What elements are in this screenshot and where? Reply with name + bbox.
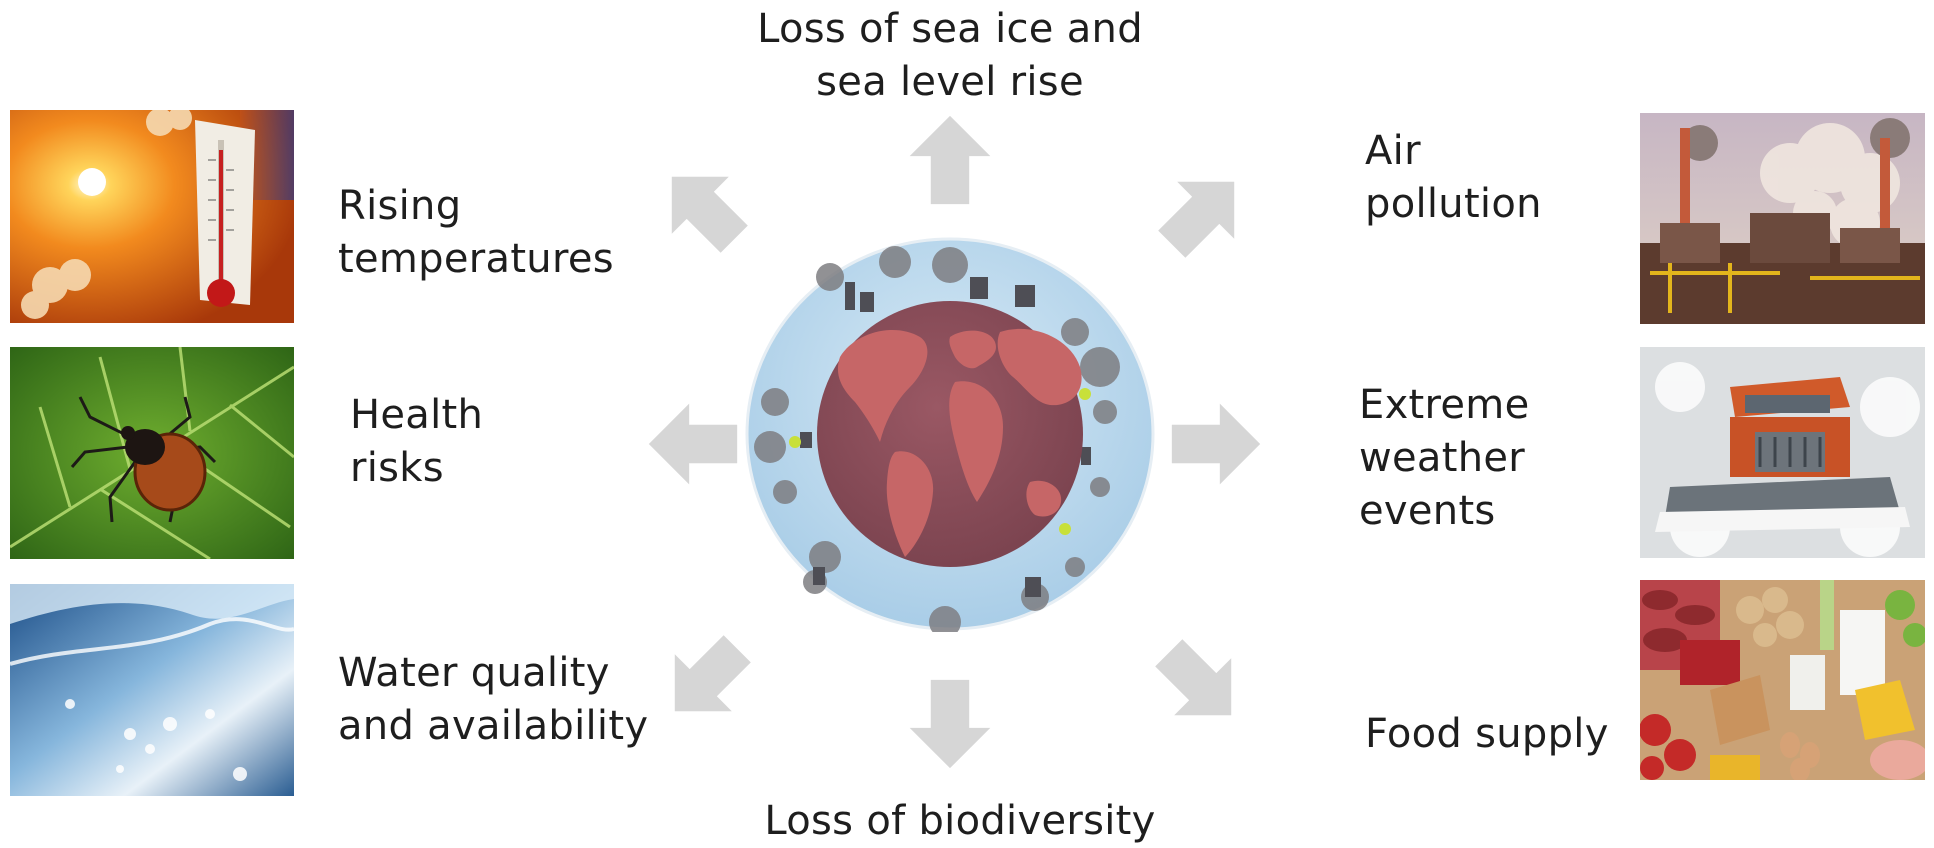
food-assortment-photo [1640, 580, 1925, 780]
tick-on-leaf-photo [10, 347, 294, 559]
label-biodiversity: Loss of biodiversity [764, 798, 1156, 844]
arrow-down [902, 676, 998, 772]
water-splash-photo [10, 584, 294, 796]
label-sea-ice: Loss of sea ice and sea level rise [757, 6, 1143, 105]
label-food-supply: Food supply [1365, 711, 1609, 757]
arrow-up-right [1135, 145, 1271, 281]
arrow-left [645, 396, 741, 492]
arrow-up [902, 112, 998, 208]
arrow-up-left [635, 140, 771, 276]
arrow-down-left [638, 612, 774, 748]
globe-illustration [745, 237, 1155, 638]
label-health-risks: Health risks [350, 392, 484, 491]
arrow-right [1168, 396, 1264, 492]
label-extreme-weather: Extreme weather events [1359, 382, 1530, 534]
factory-smoke-photo [1640, 113, 1925, 324]
label-water-quality: Water quality and availability [338, 650, 649, 749]
arrow-down-right [1132, 616, 1268, 752]
snowplow-truck-photo [1640, 347, 1925, 558]
label-rising-temperatures: Rising temperatures [338, 183, 614, 282]
label-air-pollution: Air pollution [1365, 128, 1542, 227]
sun-thermometer-photo [10, 110, 294, 323]
